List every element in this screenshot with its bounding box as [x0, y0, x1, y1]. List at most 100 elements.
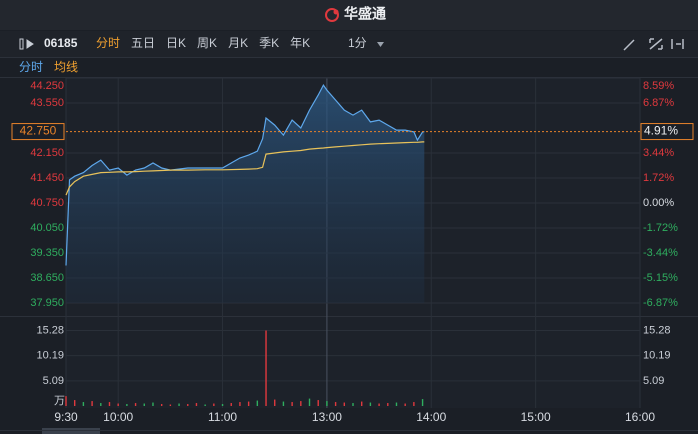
volume-bar [334, 402, 337, 406]
volume-bar [404, 403, 406, 406]
x-tick-label: 15:00 [521, 410, 551, 424]
subtab[interactable]: 分时 [19, 60, 43, 74]
volume-bar [378, 403, 380, 406]
period-tab[interactable]: 五日 [131, 36, 155, 50]
price-line [65, 83, 425, 266]
volume-bar [247, 401, 250, 406]
volume-bar [274, 399, 276, 406]
volume-bar [100, 403, 102, 406]
header-bar [0, 0, 698, 30]
volume-bar [343, 402, 346, 406]
x-tick-label: 16:00 [625, 410, 655, 424]
y-tick-label: 43.550 [30, 97, 64, 109]
y2-tick-label: 3.44% [643, 147, 674, 159]
volume-bar [256, 400, 259, 406]
logo-text: 华盛通 [344, 6, 386, 22]
y-tick-label: 41.450 [30, 172, 64, 184]
y2-tick-label: 0.00% [643, 197, 674, 209]
volume-bar [82, 402, 85, 406]
volume-bar [265, 330, 267, 406]
x-tick-label: 11:00 [208, 410, 237, 424]
volume-bar [187, 404, 189, 406]
x-tick-label: 9:30 [54, 410, 78, 424]
period-tab[interactable]: 年K [290, 36, 310, 50]
y2-tick-label: -5.15% [643, 272, 678, 284]
volume-bar [221, 404, 224, 406]
volume-bar [169, 404, 172, 406]
y-tick-label: 40.750 [30, 197, 64, 209]
volume-bar [413, 402, 415, 406]
volume-bar [160, 404, 163, 406]
volume-bar [65, 396, 67, 406]
volume-bar [230, 403, 232, 406]
volume-bar [308, 398, 311, 406]
symbol: 06185 [44, 36, 78, 50]
last-price-label: 42.750 [20, 124, 57, 138]
dropdown-arrow[interactable] [377, 42, 384, 47]
fullscreen-icon[interactable] [649, 38, 663, 50]
y2-tick-label: -6.87% [643, 297, 678, 309]
y2-tick-label: 1.72% [643, 172, 674, 184]
volume-bar [239, 402, 241, 406]
y-tick-label: 44.250 [30, 80, 64, 92]
logo-icon [325, 8, 339, 22]
volume-bar [143, 403, 145, 406]
last-change-label: 4.91% [644, 124, 678, 138]
expand-icon[interactable] [671, 39, 684, 49]
y-tick-label: 40.050 [30, 222, 64, 234]
y2-tick-label: -1.72% [643, 222, 678, 234]
subtab[interactable]: 均线 [54, 60, 78, 74]
volume-bar [352, 403, 354, 406]
draw-tool-icon[interactable] [623, 39, 635, 51]
x-tick-label: 10:00 [103, 410, 133, 424]
volume-bar [73, 400, 76, 406]
y2-tick-label: 10.19 [643, 350, 671, 362]
period-tab[interactable]: 周K [197, 36, 217, 50]
y2-tick-label: 6.87% [643, 97, 674, 109]
price-area [66, 85, 425, 303]
volume-bar [421, 399, 424, 406]
volume-bar [291, 402, 293, 406]
volume-bar [360, 401, 363, 406]
volume-bar [152, 402, 154, 406]
volume-bar [117, 403, 119, 406]
period-tab[interactable]: 日K [166, 36, 186, 50]
last-price-box [11, 123, 65, 141]
volume-bar [134, 403, 137, 406]
period-tab[interactable]: 月K [228, 36, 248, 50]
y-tick-label: 37.950 [30, 297, 64, 309]
x-tick-label: 13:00 [312, 410, 342, 424]
volume-plot-area [66, 316, 640, 408]
average-line [65, 141, 425, 196]
volume-bar [91, 401, 93, 406]
volume-bar [195, 403, 198, 406]
y2-tick-label: -3.44% [643, 247, 678, 259]
period-tab[interactable]: 分时 [96, 36, 120, 50]
collapse-icon[interactable] [19, 38, 34, 50]
y-tick-label: 5.09 [43, 375, 64, 387]
interval-select[interactable]: 1分 [348, 36, 367, 50]
period-tab[interactable]: 季K [259, 36, 279, 50]
volume-bar [369, 402, 372, 406]
y-tick-label: 38.650 [30, 272, 64, 284]
volume-bar [213, 403, 215, 406]
volume-bar [282, 401, 285, 406]
volume-bar [108, 402, 111, 406]
y2-tick-label: 5.09 [643, 375, 664, 387]
y-tick-label: 39.350 [30, 247, 64, 259]
volume-bar [387, 403, 389, 406]
y-tick-label: 10.19 [36, 350, 64, 362]
y2-tick-label: 15.28 [643, 324, 671, 336]
y-tick-label: 42.150 [30, 147, 64, 159]
volume-bar [395, 402, 398, 406]
y-tick-label: 15.28 [36, 324, 64, 336]
x-tick-label: 14:00 [416, 410, 446, 424]
volume-bar [204, 404, 206, 406]
volume-bar [178, 403, 180, 406]
volume-bar [326, 401, 328, 406]
volume-bar [300, 401, 302, 406]
volume-bar [126, 404, 128, 406]
last-change-box [640, 123, 694, 141]
y-unit: 万 [54, 395, 65, 407]
